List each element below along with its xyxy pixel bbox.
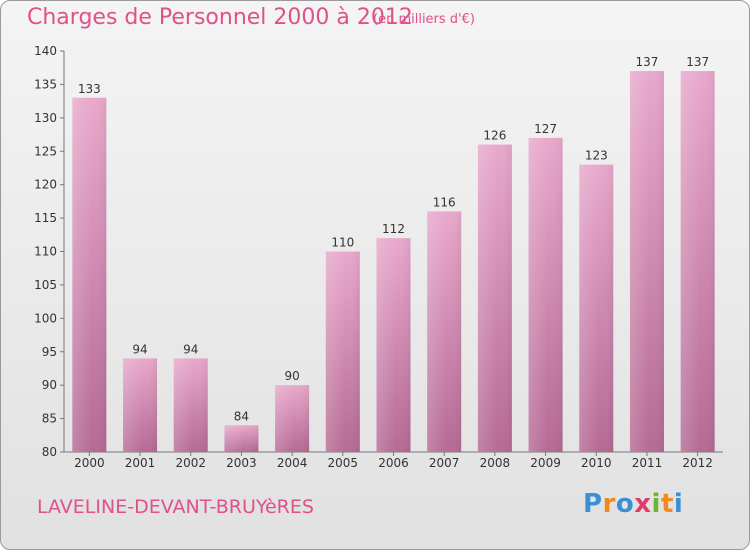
logo-letter: i: [651, 489, 661, 519]
chart-subtitle: (en milliers d'€): [373, 12, 475, 27]
y-tick-label: 115: [34, 211, 57, 225]
y-tick-label: 105: [34, 278, 57, 292]
y-tick-label: 90: [42, 378, 57, 392]
bar-value-label: 137: [636, 55, 659, 69]
x-tick-label: 2011: [632, 456, 663, 470]
bar-shade: [173, 358, 208, 452]
x-tick-label: 2010: [581, 456, 612, 470]
bar-shade: [477, 144, 512, 453]
x-tick-label: 2004: [277, 456, 308, 470]
x-tick-label: 2001: [125, 456, 156, 470]
y-tick-label: 110: [34, 245, 57, 259]
bar-value-label: 116: [433, 195, 456, 209]
logo-letter: r: [602, 489, 616, 519]
bar-shade: [72, 97, 107, 453]
y-tick-label: 125: [34, 144, 57, 158]
x-tick-label: 2009: [530, 456, 561, 470]
x-tick-label: 2000: [74, 456, 105, 470]
bar-shade: [579, 164, 614, 452]
bar-shade: [528, 137, 563, 452]
y-tick-label: 100: [34, 311, 57, 325]
chart-title: Charges de Personnel 2000 à 2012: [27, 5, 413, 30]
bar-shade: [224, 425, 259, 452]
bar-shade: [275, 385, 310, 452]
bar-shade: [376, 238, 411, 452]
bar-value-label: 84: [234, 409, 249, 423]
y-tick-label: 140: [34, 44, 57, 58]
logo-letter: x: [634, 489, 652, 519]
y-tick-label: 130: [34, 111, 57, 125]
y-tick-label: 80: [42, 445, 57, 459]
bar-value-label: 90: [284, 369, 299, 383]
commune-name: LAVELINE-DEVANT-BRUYèRES: [37, 496, 314, 518]
x-tick-label: 2008: [480, 456, 511, 470]
proxiti-logo[interactable]: Proxiti: [583, 489, 683, 519]
x-tick-label: 2002: [175, 456, 206, 470]
logo-letter: i: [673, 489, 684, 519]
bar-value-label: 94: [132, 342, 147, 356]
bar-value-label: 94: [183, 342, 198, 356]
bar-value-label: 137: [686, 55, 709, 69]
x-tick-label: 2007: [429, 456, 460, 470]
bar-value-label: 110: [331, 236, 354, 250]
logo-letter: o: [615, 489, 635, 519]
data-labels: 133 94 94 84 90 110 112 116 126 127 123 137 137: [78, 55, 709, 423]
y-tick-label: 135: [34, 77, 57, 91]
bar-shade: [427, 211, 462, 452]
bar-shade: [629, 71, 664, 453]
x-tick-label: 2012: [682, 456, 713, 470]
bars: [72, 71, 715, 453]
x-tick-label: 2005: [328, 456, 359, 470]
y-tick-label: 85: [42, 412, 57, 426]
bar-value-label: 133: [78, 82, 101, 96]
y-tick-label: 120: [34, 178, 57, 192]
axes: 80 85 90 95 100 105 110 115 120 125 130 135 140 2000 2…: [34, 44, 723, 470]
bar-shade: [325, 251, 360, 452]
y-tick-label: 95: [42, 345, 57, 359]
bar-value-label: 127: [534, 122, 557, 136]
logo-letter: P: [583, 489, 603, 519]
bar-value-label: 126: [483, 129, 506, 143]
x-tick-label: 2003: [226, 456, 257, 470]
bar-shade: [680, 71, 715, 453]
bar-value-label: 123: [585, 149, 608, 163]
logo-letter: t: [660, 489, 674, 519]
bar-shade: [123, 358, 158, 452]
x-tick-label: 2006: [378, 456, 409, 470]
bar-value-label: 112: [382, 222, 405, 236]
